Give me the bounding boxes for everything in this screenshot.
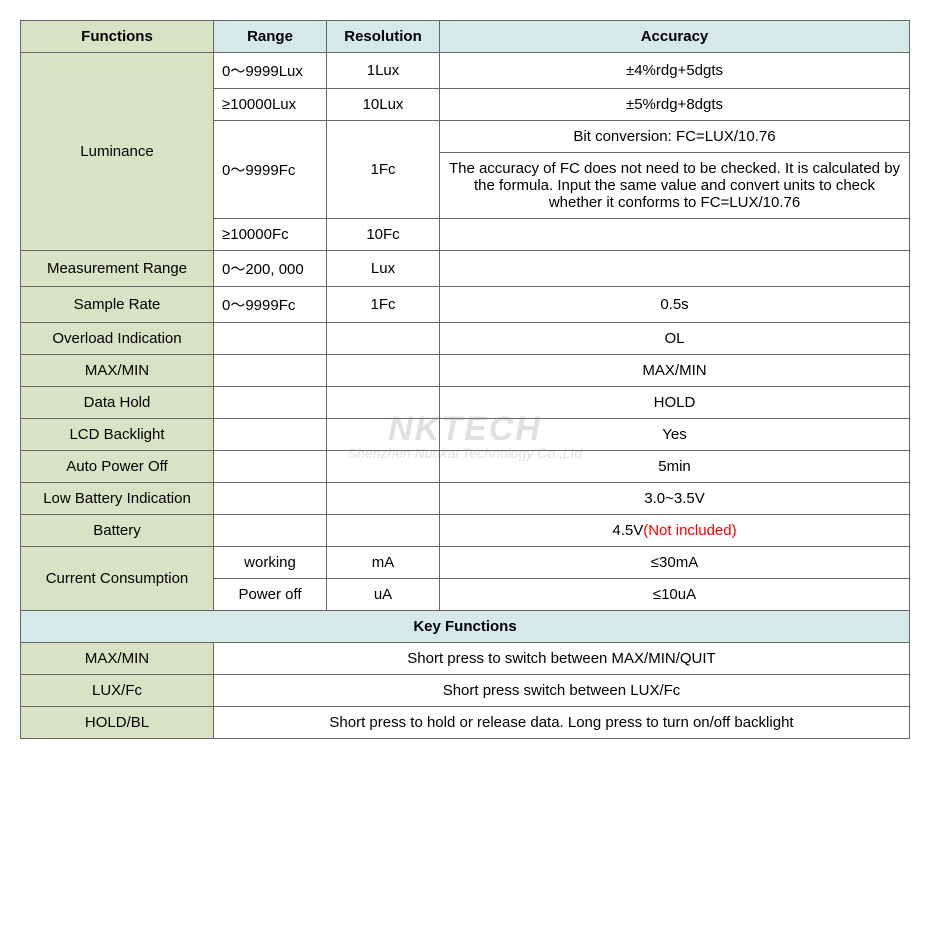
cell-acc bbox=[440, 251, 910, 287]
table-row: Sample Rate 0～9999Fc 1Fc 0.5s bbox=[21, 287, 910, 323]
table-row: Battery 4.5V(Not included) bbox=[21, 515, 910, 547]
key-functions-header: Key Functions bbox=[21, 611, 910, 643]
fn-label: Auto Power Off bbox=[21, 451, 214, 483]
cell-acc: 3.0~3.5V bbox=[440, 483, 910, 515]
cell-acc bbox=[440, 219, 910, 251]
cell-acc: 0.5s bbox=[440, 287, 910, 323]
luminance-label: Luminance bbox=[21, 53, 214, 251]
cell-range bbox=[214, 419, 327, 451]
cell-acc: ≤10uA bbox=[440, 579, 910, 611]
cell-acc: ±4%rdg+5dgts bbox=[440, 53, 910, 89]
cell-range: Power off bbox=[214, 579, 327, 611]
table-row: LUX/Fc Short press switch between LUX/Fc bbox=[21, 675, 910, 707]
cell-range: ≥10000Fc bbox=[214, 219, 327, 251]
fn-label: Data Hold bbox=[21, 387, 214, 419]
cell-range bbox=[214, 515, 327, 547]
cell-range bbox=[214, 483, 327, 515]
table-row: Data Hold HOLD bbox=[21, 387, 910, 419]
table-row: Luminance 0～9999Lux 1Lux ±4%rdg+5dgts bbox=[21, 53, 910, 89]
cell-res bbox=[327, 515, 440, 547]
cell-res bbox=[327, 483, 440, 515]
fn-desc: Short press to hold or release data. Lon… bbox=[214, 707, 910, 739]
fn-desc: Short press switch between LUX/Fc bbox=[214, 675, 910, 707]
table-row: Current Consumption working mA ≤30mA bbox=[21, 547, 910, 579]
cell-acc: ≤30mA bbox=[440, 547, 910, 579]
col-accuracy: Accuracy bbox=[440, 21, 910, 53]
cell-acc: ±5%rdg+8dgts bbox=[440, 89, 910, 121]
cell-res: mA bbox=[327, 547, 440, 579]
cell-res: 1Fc bbox=[327, 287, 440, 323]
fn-label: LUX/Fc bbox=[21, 675, 214, 707]
spec-table: Functions Range Resolution Accuracy Lumi… bbox=[20, 20, 910, 739]
cell-res bbox=[327, 419, 440, 451]
cell-range: working bbox=[214, 547, 327, 579]
fn-label: MAX/MIN bbox=[21, 643, 214, 675]
table-row: Measurement Range 0～200, 000 Lux bbox=[21, 251, 910, 287]
cell-range: 0～9999Fc bbox=[214, 121, 327, 219]
col-range: Range bbox=[214, 21, 327, 53]
fn-label: Battery bbox=[21, 515, 214, 547]
fn-desc: Short press to switch between MAX/MIN/QU… bbox=[214, 643, 910, 675]
col-resolution: Resolution bbox=[327, 21, 440, 53]
cell-res bbox=[327, 387, 440, 419]
cell-res: 10Fc bbox=[327, 219, 440, 251]
fn-label: Sample Rate bbox=[21, 287, 214, 323]
table-row: Low Battery Indication 3.0~3.5V bbox=[21, 483, 910, 515]
fn-label: MAX/MIN bbox=[21, 355, 214, 387]
cell-acc: HOLD bbox=[440, 387, 910, 419]
fn-label: LCD Backlight bbox=[21, 419, 214, 451]
cell-res: 1Fc bbox=[327, 121, 440, 219]
cell-range bbox=[214, 387, 327, 419]
header-row: Functions Range Resolution Accuracy bbox=[21, 21, 910, 53]
cell-acc: 4.5V(Not included) bbox=[440, 515, 910, 547]
cell-res bbox=[327, 323, 440, 355]
cell-range bbox=[214, 451, 327, 483]
cell-acc: Bit conversion: FC=LUX/10.76 bbox=[440, 121, 910, 153]
table-row: MAX/MIN Short press to switch between MA… bbox=[21, 643, 910, 675]
fn-label: HOLD/BL bbox=[21, 707, 214, 739]
fn-label: Low Battery Indication bbox=[21, 483, 214, 515]
cell-range: 0～9999Lux bbox=[214, 53, 327, 89]
table-row: HOLD/BL Short press to hold or release d… bbox=[21, 707, 910, 739]
table-row: Overload Indication OL bbox=[21, 323, 910, 355]
cell-range: 0～200, 000 bbox=[214, 251, 327, 287]
cell-acc: OL bbox=[440, 323, 910, 355]
table-row: MAX/MIN MAX/MIN bbox=[21, 355, 910, 387]
cell-range: 0～9999Fc bbox=[214, 287, 327, 323]
cell-res bbox=[327, 355, 440, 387]
fn-label: Overload Indication bbox=[21, 323, 214, 355]
cell-acc: Yes bbox=[440, 419, 910, 451]
cell-res bbox=[327, 451, 440, 483]
cell-range: ≥10000Lux bbox=[214, 89, 327, 121]
cell-res: uA bbox=[327, 579, 440, 611]
key-functions-header-row: Key Functions bbox=[21, 611, 910, 643]
fn-label: Measurement Range bbox=[21, 251, 214, 287]
table-row: Auto Power Off 5min bbox=[21, 451, 910, 483]
table-row: LCD Backlight Yes bbox=[21, 419, 910, 451]
battery-value: 4.5V bbox=[612, 522, 643, 539]
cell-acc: MAX/MIN bbox=[440, 355, 910, 387]
cell-res: 10Lux bbox=[327, 89, 440, 121]
cell-range bbox=[214, 323, 327, 355]
cell-acc: 5min bbox=[440, 451, 910, 483]
cell-res: 1Lux bbox=[327, 53, 440, 89]
cell-acc: The accuracy of FC does not need to be c… bbox=[440, 153, 910, 219]
cell-res: Lux bbox=[327, 251, 440, 287]
battery-note: (Not included) bbox=[643, 522, 736, 539]
col-functions: Functions bbox=[21, 21, 214, 53]
cell-range bbox=[214, 355, 327, 387]
fn-label: Current Consumption bbox=[21, 547, 214, 611]
